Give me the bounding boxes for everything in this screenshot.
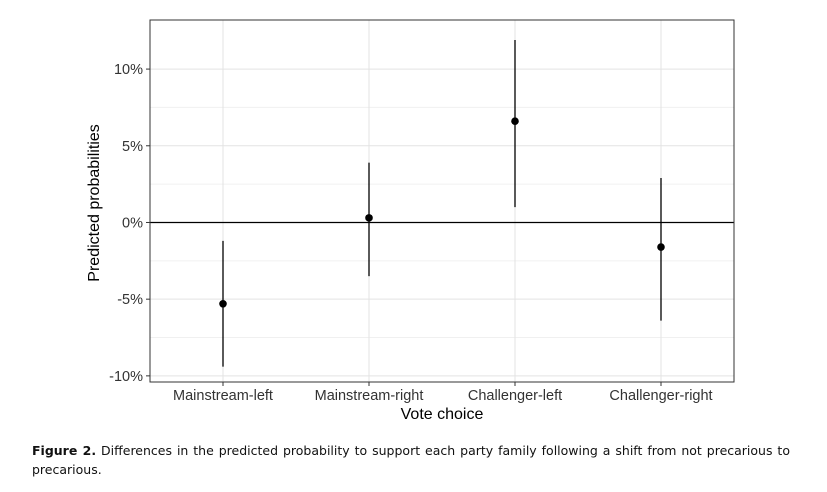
- x-axis: Mainstream-left Mainstream-right Challenge…: [173, 382, 713, 404]
- y-tick-label: 0%: [122, 215, 143, 231]
- x-tick-label: Challenger-right: [609, 388, 712, 404]
- y-tick-label: -10%: [109, 369, 143, 385]
- chart: -10%-5%0%5%10% Mainstream-left Mainstream…: [86, 19, 735, 423]
- point-estimate: [365, 214, 373, 222]
- y-tick-label: 5%: [122, 139, 143, 155]
- x-tick-label: Mainstream-left: [173, 388, 273, 404]
- x-tick-label: Challenger-left: [468, 388, 562, 404]
- figure-caption: Figure 2. Differences in the predicted p…: [32, 441, 790, 479]
- y-tick-label: -5%: [117, 292, 143, 308]
- point-estimate: [657, 243, 665, 251]
- grid: [150, 20, 734, 382]
- caption-text: Differences in the predicted probability…: [32, 443, 790, 477]
- x-axis-label: Vote choice: [401, 406, 484, 423]
- y-tick-label: 10%: [114, 62, 143, 78]
- x-tick-label: Mainstream-right: [315, 388, 424, 404]
- caption-label: Figure 2.: [32, 443, 97, 458]
- panel-border: [149, 19, 735, 383]
- point-estimate: [219, 299, 227, 308]
- y-axis-label: Predicted probabilities: [86, 124, 103, 281]
- point-estimate: [511, 117, 519, 126]
- y-axis: -10% -5% 0% 5% 10%: [109, 62, 150, 385]
- error-bars: [222, 39, 662, 367]
- point-estimates: [219, 117, 665, 308]
